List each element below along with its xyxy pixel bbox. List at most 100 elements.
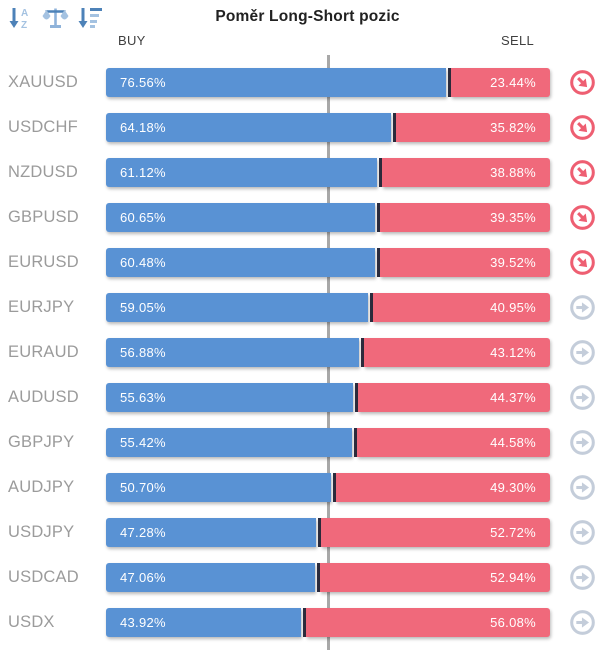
svg-text:A: A [21,8,28,19]
sell-bar: 40.95% [373,293,550,322]
pair-label: USDCHF [8,118,78,136]
bar-divider-icon [303,608,306,637]
signal-arrow-icon[interactable] [550,294,615,321]
buy-percent: 59.05% [120,300,166,315]
sell-bar: 39.52% [379,248,550,277]
pair-label: NZDUSD [8,163,78,181]
bar-divider-icon [379,158,383,187]
ratio-bar: 60.65% 39.35% [106,203,550,232]
buy-bar: 56.88% [106,338,359,367]
signal-arrow-icon[interactable] [550,384,615,411]
buy-bar: 47.06% [106,563,315,592]
signal-arrow-icon[interactable] [550,339,615,366]
buy-percent: 43.92% [120,615,166,630]
table-row: USDJPY 47.28% 52.72% [0,510,615,555]
buy-bar: 55.63% [106,383,353,412]
sell-bar: 39.35% [380,203,550,232]
signal-arrow-icon[interactable] [550,114,615,141]
buy-percent: 50.70% [120,480,166,495]
signal-arrow-icon[interactable] [550,204,615,231]
bar-divider-icon [333,473,337,502]
pair-label: EURJPY [8,298,75,316]
signal-arrow-icon[interactable] [550,249,615,276]
pair-label: GBPJPY [8,433,75,451]
sell-percent: 39.35% [490,210,536,225]
ratio-bar: 55.63% 44.37% [106,383,550,412]
table-row: XAUUSD 76.56% 23.44% [0,60,615,105]
sell-percent: 38.88% [490,165,536,180]
table-row: AUDJPY 50.70% 49.30% [0,465,615,510]
buy-bar: 43.92% [106,608,301,637]
pair-label: AUDUSD [8,388,79,406]
signal-arrow-icon[interactable] [550,609,615,636]
buy-bar: 60.48% [106,248,375,277]
buy-percent: 47.06% [120,570,166,585]
sell-column-label: SELL [501,33,535,48]
pair-label: EURAUD [8,343,79,361]
bar-divider-icon [316,563,320,592]
signal-arrow-icon[interactable] [550,519,615,546]
sell-bar: 52.72% [320,518,550,547]
buy-percent: 55.42% [120,435,166,450]
sell-bar: 49.30% [336,473,550,502]
buy-percent: 76.56% [120,75,166,90]
sell-percent: 40.95% [490,300,536,315]
table-row: USDX 43.92% 56.08% [0,600,615,645]
signal-arrow-icon[interactable] [550,69,615,96]
ratio-list: XAUUSD 76.56% 23.44% USDCHF 64.18% 35.82… [0,58,615,645]
buy-percent: 61.12% [120,165,166,180]
pair-label: USDJPY [8,523,75,541]
svg-text:Z: Z [21,20,27,30]
balance-scale-icon[interactable] [42,6,69,30]
sell-percent: 23.44% [490,75,536,90]
chart-title: Poměr Long-Short pozic [215,8,400,25]
signal-arrow-icon[interactable] [550,474,615,501]
bar-divider-icon [392,113,396,142]
sort-alpha-icon[interactable]: A Z [8,6,35,31]
table-row: NZDUSD 61.12% 38.88% [0,150,615,195]
buy-percent: 56.88% [120,345,166,360]
ratio-bar: 76.56% 23.44% [106,68,550,97]
sell-bar: 44.37% [357,383,550,412]
buy-bar: 59.05% [106,293,369,322]
bar-divider-icon [360,338,364,367]
buy-bar: 55.42% [106,428,353,457]
sell-percent: 52.94% [490,570,536,585]
bar-divider-icon [376,248,380,277]
sell-bar: 35.82% [395,113,550,142]
sell-bar: 23.44% [450,68,550,97]
bar-divider-icon [370,293,374,322]
sell-bar: 38.88% [382,158,550,187]
table-row: EURAUD 56.88% 43.12% [0,330,615,375]
ratio-bar: 60.48% 39.52% [106,248,550,277]
pair-label: GBPUSD [8,208,79,226]
pair-label: AUDJPY [8,478,75,496]
sell-percent: 39.52% [490,255,536,270]
ratio-bar: 61.12% 38.88% [106,158,550,187]
ratio-bar: 55.42% 44.58% [106,428,550,457]
sell-bar: 43.12% [363,338,550,367]
pair-label: XAUUSD [8,73,78,91]
signal-arrow-icon[interactable] [550,429,615,456]
sort-amount-icon[interactable] [76,6,103,30]
ratio-bar: 47.28% 52.72% [106,518,550,547]
sell-percent: 44.37% [490,390,536,405]
buy-bar: 50.70% [106,473,332,502]
ratio-bar: 50.70% 49.30% [106,473,550,502]
buy-percent: 47.28% [120,525,166,540]
ratio-bar: 47.06% 52.94% [106,563,550,592]
signal-arrow-icon[interactable] [550,564,615,591]
bar-divider-icon [317,518,321,547]
table-row: EURUSD 60.48% 39.52% [0,240,615,285]
signal-arrow-icon[interactable] [550,159,615,186]
table-row: USDCAD 47.06% 52.94% [0,555,615,600]
sell-percent: 44.58% [490,435,536,450]
pair-label: EURUSD [8,253,79,271]
buy-bar: 61.12% [106,158,378,187]
buy-bar: 60.65% [106,203,376,232]
buy-percent: 60.65% [120,210,166,225]
buy-bar: 76.56% [106,68,446,97]
buy-percent: 64.18% [120,120,166,135]
bar-divider-icon [377,203,381,232]
